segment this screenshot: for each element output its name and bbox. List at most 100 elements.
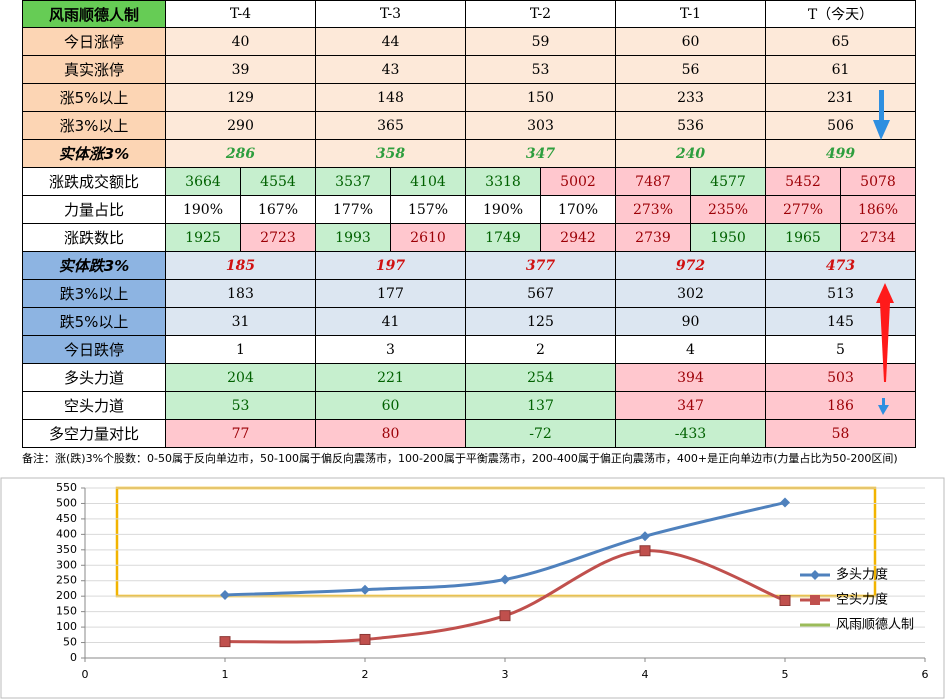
y-tick-label: 500 (56, 496, 77, 509)
table-cell: 183 (166, 280, 316, 308)
table-cell: 5452 (766, 168, 841, 196)
table-cell: 53 (166, 392, 316, 420)
table-cell: 2 (466, 336, 616, 364)
table-cell: -433 (616, 420, 766, 448)
highlight-box (115, 486, 877, 598)
chart-frame (0, 477, 945, 699)
table-cell: 3537 (316, 168, 391, 196)
legend-marker (810, 570, 820, 580)
table-cell: 1 (166, 336, 316, 364)
table-cell: 235% (691, 196, 766, 224)
table-cell: 53 (466, 56, 616, 84)
table-cell: 197 (316, 252, 466, 280)
table-cell: 31 (166, 308, 316, 336)
table-cell: 536 (616, 112, 766, 140)
table-cell: 56 (616, 56, 766, 84)
table-cell: 60 (616, 28, 766, 56)
table-cell: 125 (466, 308, 616, 336)
marker (499, 610, 511, 622)
table-cell: 3318 (466, 168, 541, 196)
series-line (224, 501, 786, 597)
table-cell: 2942 (541, 224, 616, 252)
table-cell: 347 (616, 392, 766, 420)
x-tick-label: 6 (922, 668, 929, 681)
table-cell: 347 (466, 140, 616, 168)
y-tick-label: 300 (56, 558, 77, 571)
row-label: 涨跌成交额比 (22, 168, 166, 196)
table-cell: 186 (766, 392, 916, 420)
table-cell: 277% (766, 196, 841, 224)
table-cell: 65 (766, 28, 916, 56)
table-cell: 513 (766, 280, 916, 308)
table-cell: 394 (616, 364, 766, 392)
row-label: 跌5%以上 (22, 308, 166, 336)
note: 备注：涨(跌)3%个股数：0-50属于反向单边市，50-100属于偏反向震荡市，… (22, 452, 898, 465)
table-cell: 254 (466, 364, 616, 392)
table-cell: 177% (316, 196, 391, 224)
table-cell: 145 (766, 308, 916, 336)
table-cell: 186% (841, 196, 916, 224)
table-cell: 233 (616, 84, 766, 112)
y-tick-label: 0 (70, 651, 77, 664)
table-cell: 41 (316, 308, 466, 336)
y-tick-label: 200 (56, 589, 77, 602)
table-cell: 221 (316, 364, 466, 392)
row-label: 空头力道 (22, 392, 166, 420)
column-header: T（今天） (766, 0, 916, 28)
x-tick-label: 0 (82, 668, 89, 681)
table-cell: 129 (166, 84, 316, 112)
row-label: 实体跌3% (22, 252, 166, 280)
column-header: T-2 (466, 0, 616, 28)
table-cell: 1749 (466, 224, 541, 252)
marker (219, 636, 231, 648)
y-tick-label: 250 (56, 574, 77, 587)
table-cell: 157% (391, 196, 466, 224)
table-cell: 40 (166, 28, 316, 56)
legend-label: 多头力度 (836, 567, 888, 583)
table-cell: 473 (766, 252, 916, 280)
table-cell: 358 (316, 140, 466, 168)
row-label: 力量占比 (22, 196, 166, 224)
table-cell: 290 (166, 112, 316, 140)
x-tick-label: 5 (782, 668, 789, 681)
table-cell: 4554 (241, 168, 316, 196)
series-line (224, 549, 786, 644)
row-label: 涨跌数比 (22, 224, 166, 252)
marker (639, 545, 651, 557)
table-cell: 3 (316, 336, 466, 364)
table-cell: 2734 (841, 224, 916, 252)
table-cell: 7487 (616, 168, 691, 196)
table-cell: 60 (316, 392, 466, 420)
table-cell: 190% (466, 196, 541, 224)
x-tick-label: 4 (642, 668, 649, 681)
table-cell: 1950 (691, 224, 766, 252)
marker (360, 584, 370, 595)
table-cell: 5002 (541, 168, 616, 196)
legend-label: 风雨顺德人制 (836, 618, 914, 633)
table-cell: 2723 (241, 224, 316, 252)
table-cell: 2739 (616, 224, 691, 252)
table-cell: 204 (166, 364, 316, 392)
legend-marker (810, 595, 820, 605)
table-cell: 2610 (391, 224, 466, 252)
y-tick-label: 350 (56, 543, 77, 556)
table-cell: 5078 (841, 168, 916, 196)
x-tick-label: 1 (222, 668, 229, 681)
marker (500, 574, 510, 585)
table-cell: 39 (166, 56, 316, 84)
table-cell: 365 (316, 112, 466, 140)
table-cell: 4104 (391, 168, 466, 196)
table-cell: 150 (466, 84, 616, 112)
table-cell: 231 (766, 84, 916, 112)
marker (640, 531, 650, 542)
table-cell: 185 (166, 252, 316, 280)
table-cell: 43 (316, 56, 466, 84)
table-cell: 5 (766, 336, 916, 364)
table-cell: 170% (541, 196, 616, 224)
row-label: 涨3%以上 (22, 112, 166, 140)
table-cell: 286 (166, 140, 316, 168)
table-cell: 1925 (166, 224, 241, 252)
table-cell: 77 (166, 420, 316, 448)
table-cell: 972 (616, 252, 766, 280)
table-cell: 59 (466, 28, 616, 56)
